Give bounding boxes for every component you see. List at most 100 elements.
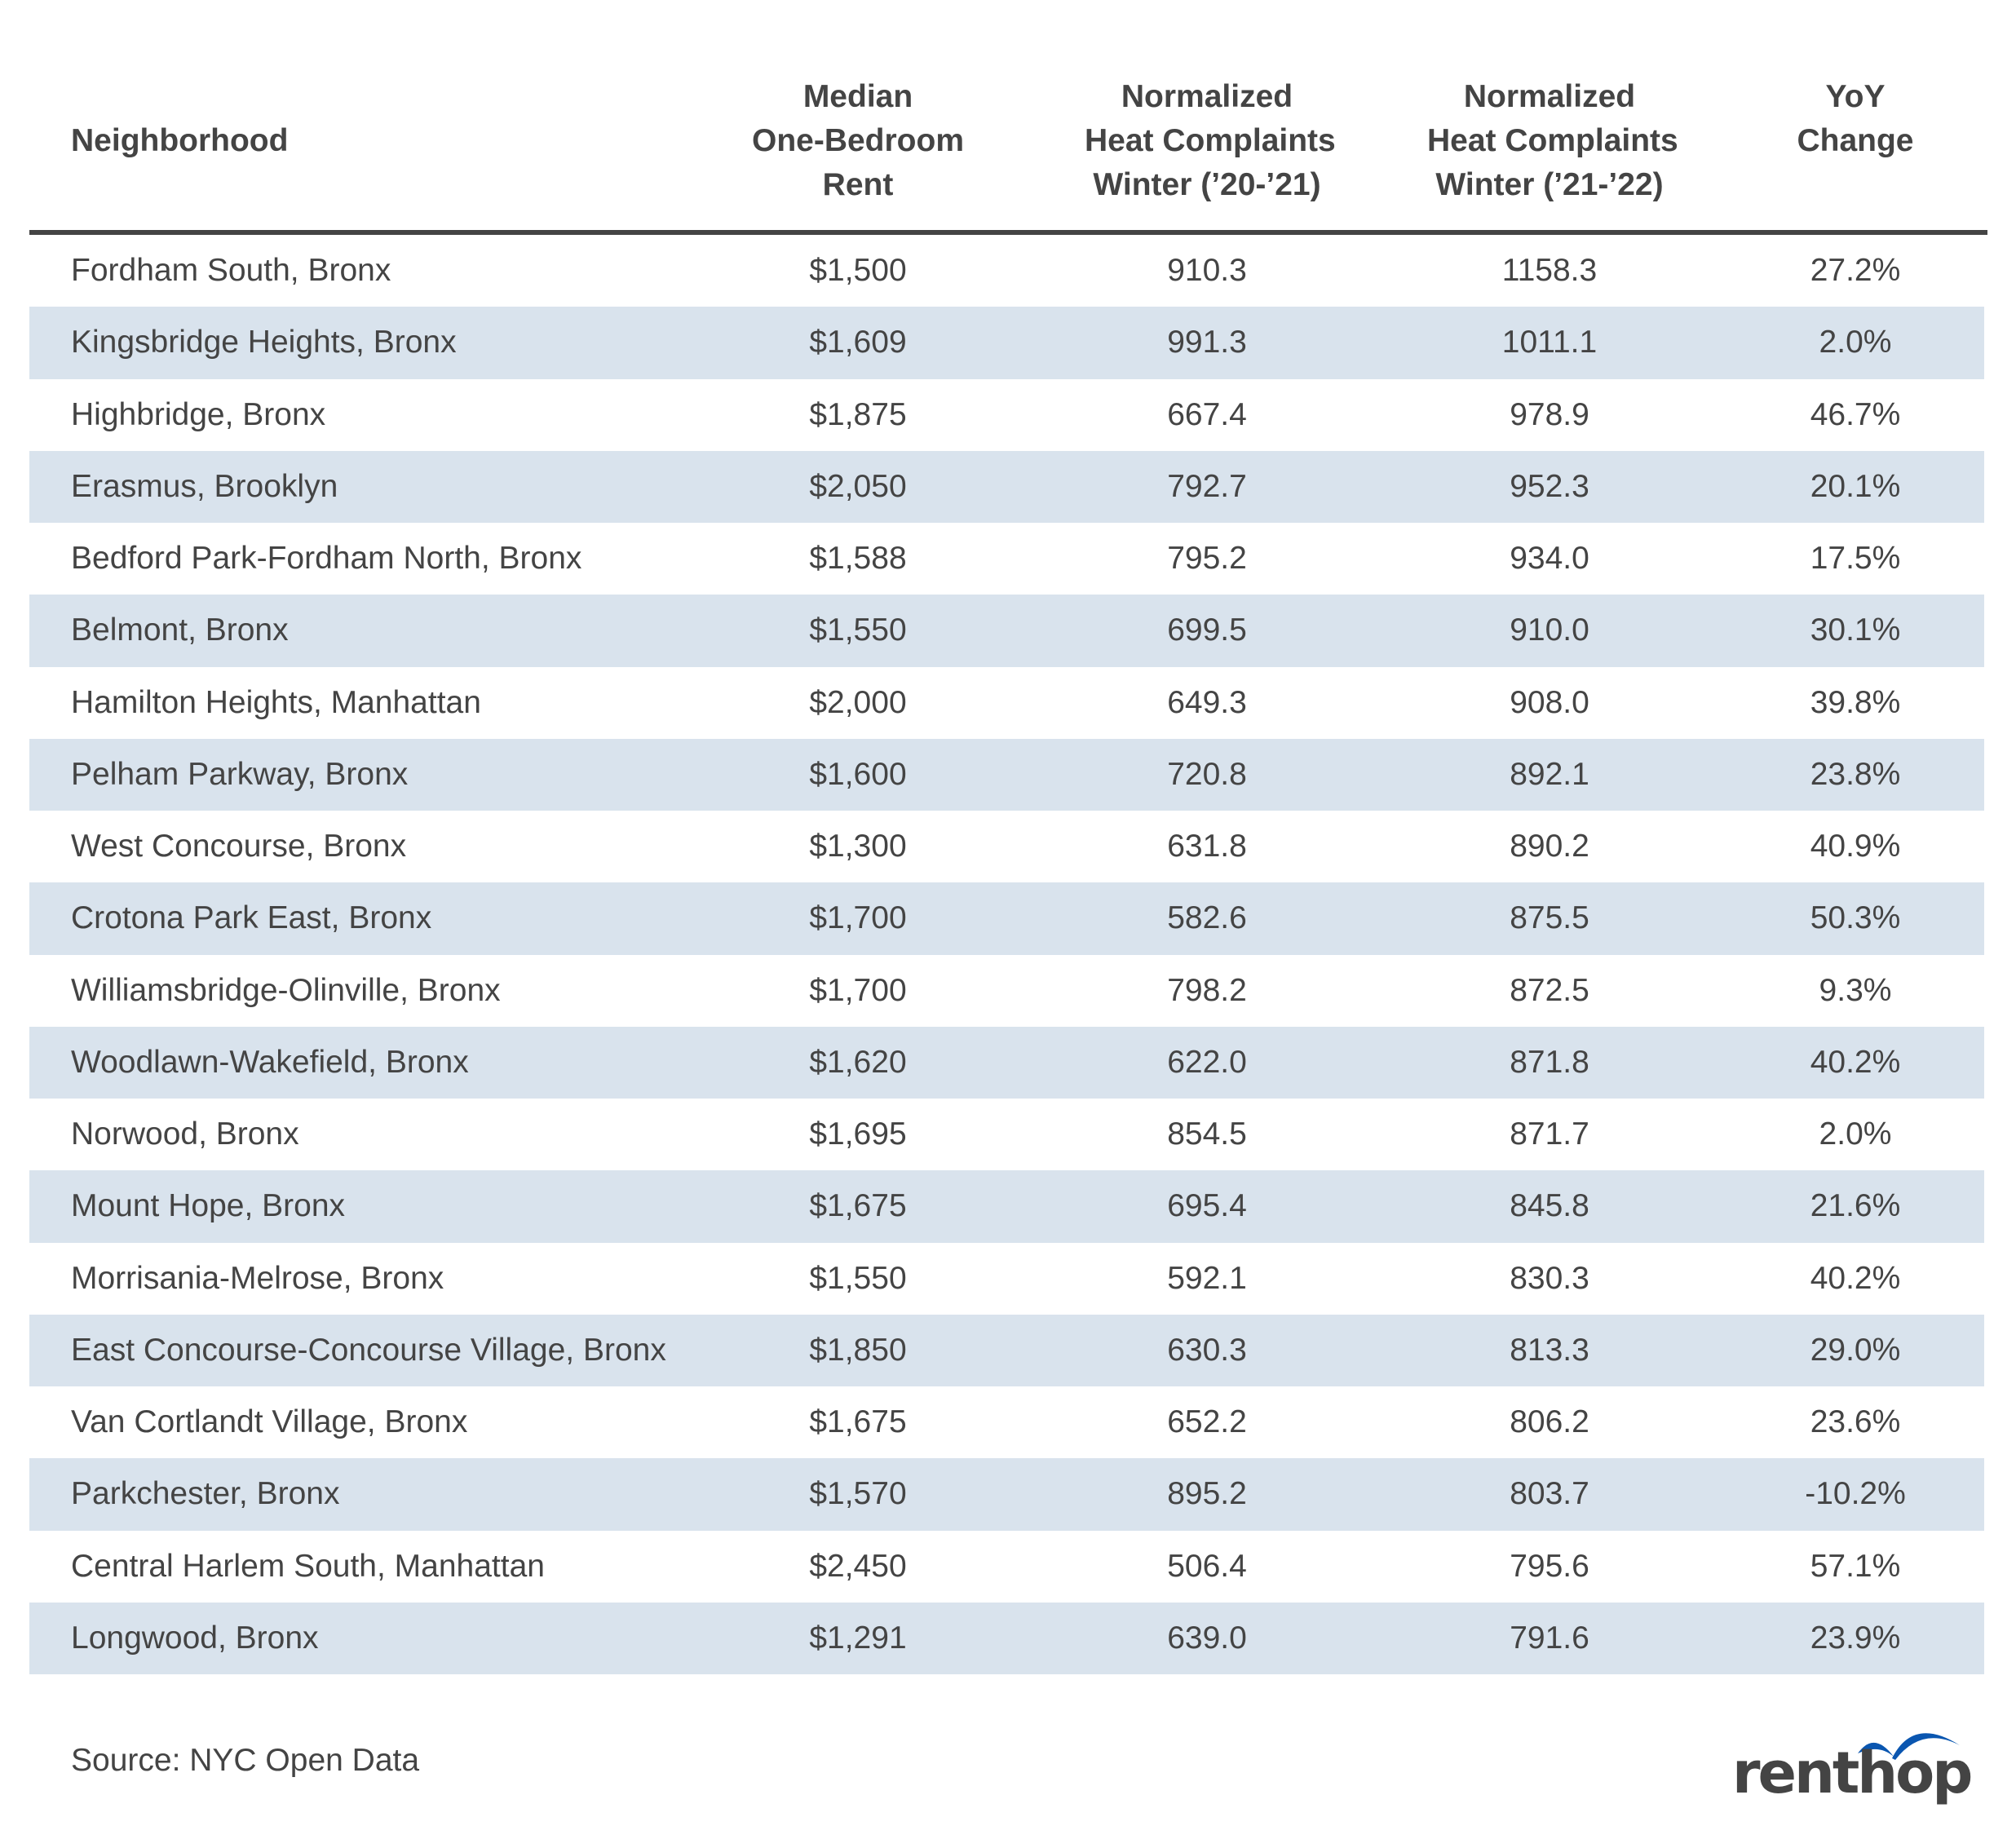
cell-heat-21-22: 890.2 <box>1510 829 1589 864</box>
table-row: Central Harlem South, Manhattan $2,450 506… <box>29 1531 1984 1603</box>
cell-yoy-change: 57.1% <box>1810 1548 1901 1584</box>
header-line: Normalized <box>1121 79 1293 114</box>
cell-heat-21-22: 791.6 <box>1510 1620 1589 1656</box>
header-divider <box>29 230 1987 235</box>
cell-neighborhood: Central Harlem South, Manhattan <box>71 1548 545 1584</box>
header-line: One-Bedroom <box>751 123 964 158</box>
cell-heat-21-22: 910.0 <box>1510 612 1589 648</box>
cell-median-rent: $1,291 <box>809 1620 907 1656</box>
cell-heat-20-21: 652.2 <box>1167 1404 1247 1439</box>
cell-yoy-change: 23.6% <box>1810 1404 1901 1439</box>
cell-yoy-change: 23.8% <box>1810 756 1901 792</box>
table-row: Parkchester, Bronx $1,570 895.2 803.7 -10.2% <box>29 1458 1984 1531</box>
cell-heat-21-22: 892.1 <box>1510 756 1589 792</box>
cell-neighborhood: East Concourse-Concourse Village, Bronx <box>71 1332 666 1368</box>
table-row: Kingsbridge Heights, Bronx $1,609 991.3 101… <box>29 307 1984 379</box>
cell-neighborhood: Hamilton Heights, Manhattan <box>71 684 481 720</box>
table-row: Belmont, Bronx $1,550 699.5 910.0 30.1% <box>29 595 1984 667</box>
cell-median-rent: $1,570 <box>809 1476 907 1512</box>
cell-heat-20-21: 798.2 <box>1167 972 1247 1008</box>
table-row: East Concourse-Concourse Village, Bronx $… <box>29 1314 1984 1386</box>
cell-neighborhood: Kingsbridge Heights, Bronx <box>71 325 457 360</box>
cell-heat-21-22: 875.5 <box>1510 900 1589 936</box>
logo-arc-left <box>1858 1742 1894 1757</box>
cell-neighborhood: Morrisania-Melrose, Bronx <box>71 1260 444 1296</box>
header-heat-20-21: Normalized Heat Complaints Winter (’20-’… <box>1085 75 1336 207</box>
cell-heat-21-22: 908.0 <box>1510 684 1589 720</box>
cell-neighborhood: Crotona Park East, Bronx <box>71 900 432 936</box>
cell-heat-20-21: 631.8 <box>1167 829 1247 864</box>
cell-median-rent: $1,550 <box>809 612 907 648</box>
cell-heat-20-21: 895.2 <box>1167 1476 1247 1512</box>
header-line: Rent <box>822 167 894 202</box>
cell-heat-21-22: 813.3 <box>1510 1332 1589 1368</box>
cell-neighborhood: West Concourse, Bronx <box>71 829 407 864</box>
cell-heat-21-22: 806.2 <box>1510 1404 1589 1439</box>
cell-neighborhood: Longwood, Bronx <box>71 1620 319 1656</box>
cell-heat-21-22: 871.8 <box>1510 1044 1589 1080</box>
table-row: Highbridge, Bronx $1,875 667.4 978.9 46.7% <box>29 379 1984 451</box>
cell-heat-20-21: 720.8 <box>1167 756 1247 792</box>
cell-heat-21-22: 872.5 <box>1510 972 1589 1008</box>
cell-median-rent: $1,695 <box>809 1116 907 1152</box>
cell-yoy-change: 39.8% <box>1810 684 1901 720</box>
table-row: Erasmus, Brooklyn $2,050 792.7 952.3 20.1% <box>29 450 1984 523</box>
cell-heat-21-22: 978.9 <box>1510 396 1589 432</box>
cell-heat-20-21: 582.6 <box>1167 900 1247 936</box>
table-row: Williamsbridge-Olinville, Bronx $1,700 798… <box>29 955 1984 1027</box>
table-header: Neighborhood Median One-Bedroom Rent Nor… <box>29 75 1987 214</box>
cell-median-rent: $1,300 <box>809 829 907 864</box>
cell-yoy-change: 23.9% <box>1810 1620 1901 1656</box>
logo-arc-right <box>1892 1733 1960 1760</box>
cell-yoy-change: 9.3% <box>1819 972 1892 1008</box>
logo-wordmark: renthop <box>1732 1740 1973 1806</box>
cell-yoy-change: 46.7% <box>1810 396 1901 432</box>
cell-heat-20-21: 854.5 <box>1167 1116 1247 1152</box>
table-row: Mount Hope, Bronx $1,675 695.4 845.8 21.6% <box>29 1170 1984 1243</box>
cell-neighborhood: Highbridge, Bronx <box>71 396 326 432</box>
cell-yoy-change: 2.0% <box>1819 1116 1892 1152</box>
table-body: Fordham South, Bronx $1,500 910.3 1158.3 27.… <box>29 235 1984 1674</box>
cell-median-rent: $1,700 <box>809 972 907 1008</box>
cell-heat-21-22: 1158.3 <box>1501 253 1598 288</box>
logo-arc-icon <box>1858 1733 1960 1760</box>
cell-heat-20-21: 699.5 <box>1167 612 1247 648</box>
cell-median-rent: $1,675 <box>809 1404 907 1439</box>
cell-heat-20-21: 910.3 <box>1167 253 1247 288</box>
table-row: Bedford Park-Fordham North, Bronx $1,588 7… <box>29 523 1984 595</box>
cell-median-rent: $1,588 <box>809 541 907 576</box>
cell-neighborhood: Van Cortlandt Village, Bronx <box>71 1404 468 1439</box>
cell-neighborhood: Williamsbridge-Olinville, Bronx <box>71 972 501 1008</box>
cell-heat-20-21: 649.3 <box>1167 684 1247 720</box>
cell-neighborhood: Woodlawn-Wakefield, Bronx <box>71 1044 469 1080</box>
cell-heat-20-21: 630.3 <box>1167 1332 1247 1368</box>
header-line: Change <box>1797 123 1914 158</box>
header-neighborhood: Neighborhood <box>71 119 288 163</box>
cell-median-rent: $2,450 <box>809 1548 907 1584</box>
table-row: West Concourse, Bronx $1,300 631.8 890.2 40.… <box>29 811 1984 882</box>
cell-heat-21-22: 830.3 <box>1510 1260 1589 1296</box>
cell-heat-21-22: 1011.1 <box>1501 325 1598 360</box>
cell-heat-20-21: 667.4 <box>1167 396 1247 432</box>
header-heat-21-22: Normalized Heat Complaints Winter (’21-’… <box>1427 75 1678 207</box>
table-row: Crotona Park East, Bronx $1,700 582.6 875.5… <box>29 882 1984 955</box>
cell-heat-20-21: 592.1 <box>1167 1260 1247 1296</box>
cell-neighborhood: Fordham South, Bronx <box>71 253 391 288</box>
source-note: Source: NYC Open Data <box>71 1743 420 1778</box>
cell-heat-21-22: 952.3 <box>1510 468 1589 504</box>
header-line: Winter (’20-’21) <box>1093 167 1321 202</box>
table-row: Norwood, Bronx $1,695 854.5 871.7 2.0% <box>29 1099 1984 1170</box>
cell-heat-21-22: 845.8 <box>1510 1188 1589 1224</box>
cell-yoy-change: 20.1% <box>1810 468 1901 504</box>
cell-heat-20-21: 792.7 <box>1167 468 1247 504</box>
cell-median-rent: $1,620 <box>809 1044 907 1080</box>
table-row: Pelham Parkway, Bronx $1,600 720.8 892.1 23.… <box>29 738 1984 811</box>
cell-median-rent: $1,700 <box>809 900 907 936</box>
header-line: Heat Complaints <box>1085 123 1336 158</box>
cell-neighborhood: Belmont, Bronx <box>71 612 289 648</box>
cell-median-rent: $1,875 <box>809 396 907 432</box>
cell-yoy-change: 40.9% <box>1810 829 1901 864</box>
cell-heat-21-22: 803.7 <box>1510 1476 1589 1512</box>
cell-median-rent: $2,050 <box>809 468 907 504</box>
cell-median-rent: $1,600 <box>809 756 907 792</box>
